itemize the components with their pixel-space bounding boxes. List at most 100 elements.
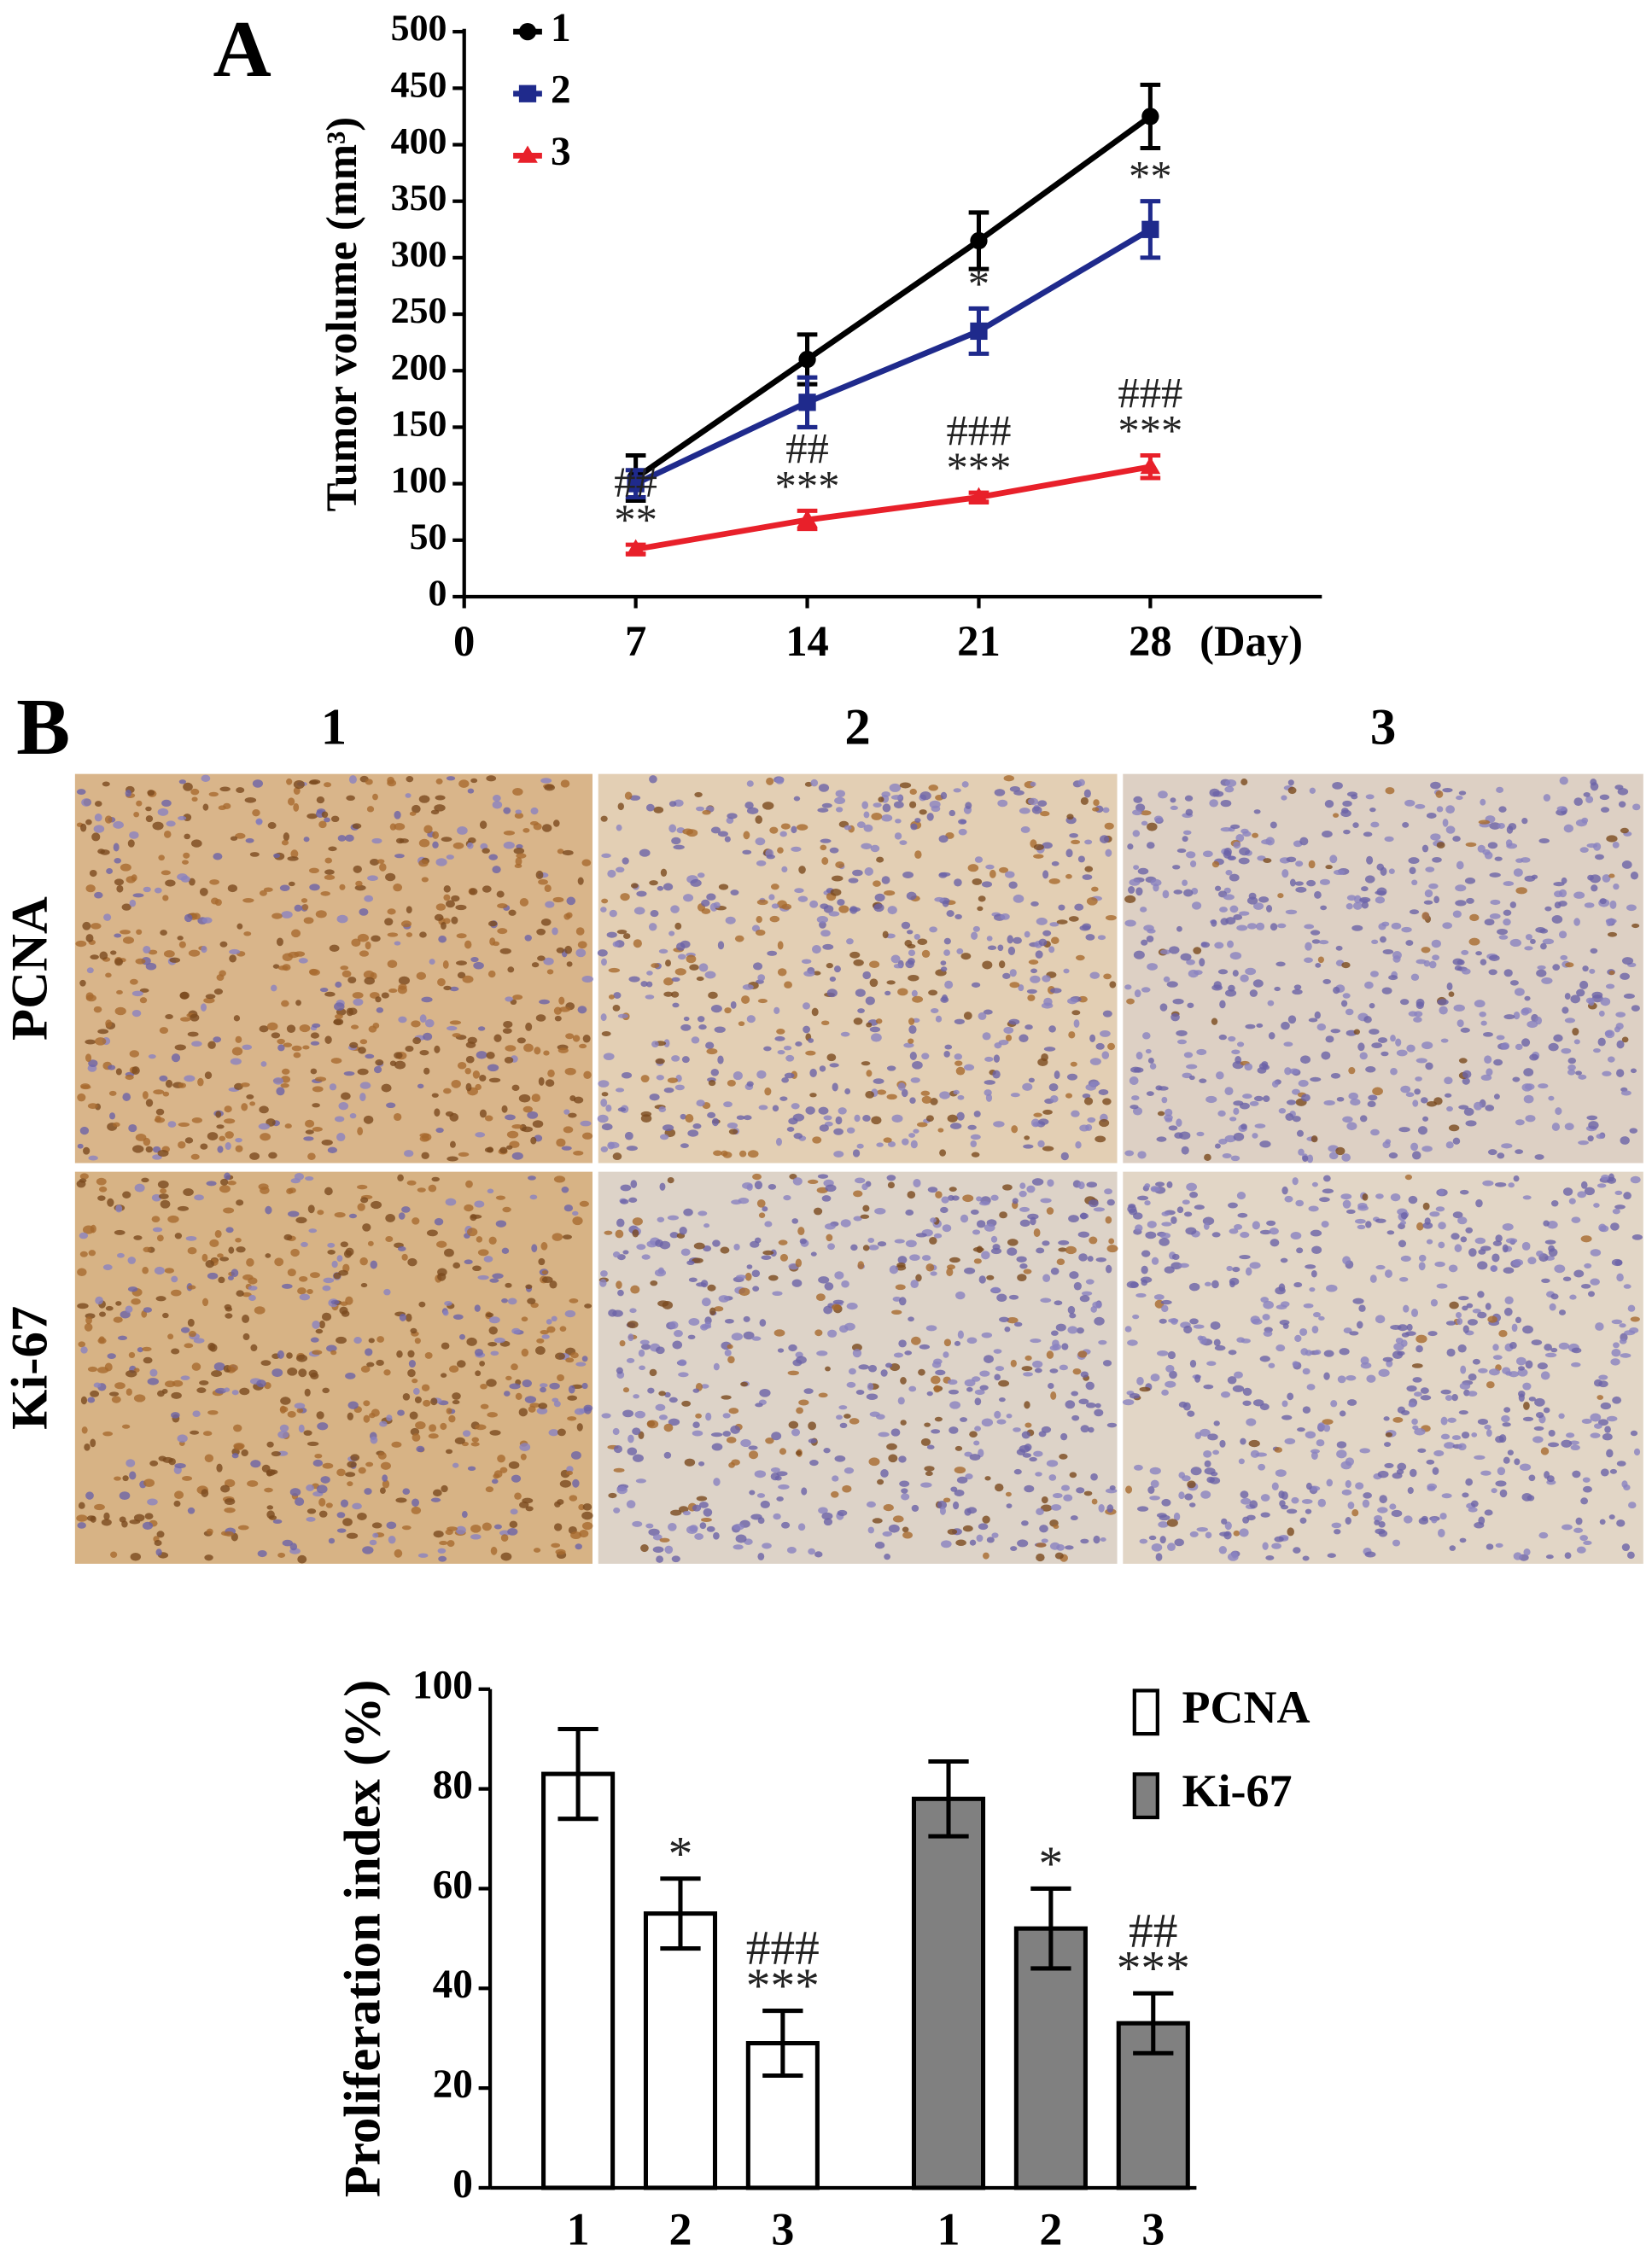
cell-nucleus [1414,1428,1426,1436]
cell-nucleus [1505,1238,1518,1244]
cell-nucleus [484,1115,493,1122]
cell-nucleus [1391,1509,1403,1518]
cell-nucleus [1242,1387,1252,1397]
cell-nucleus [1626,1551,1635,1560]
cell-nucleus [1287,1015,1297,1024]
cell-nucleus [247,1480,259,1487]
cell-nucleus [744,1272,752,1281]
cell-nucleus [823,1518,833,1526]
cell-nucleus [428,1184,437,1193]
cell-nucleus [366,806,375,813]
cell-nucleus [113,1316,123,1323]
cell-nucleus [125,1370,137,1378]
cell-nucleus [616,929,628,935]
cell-nucleus [319,987,329,993]
cell-nucleus [818,784,830,792]
cell-nucleus [557,1373,564,1382]
cell-nucleus [271,1032,281,1039]
cell-nucleus [1270,1239,1280,1247]
cell-nucleus [911,989,918,997]
cell-nucleus [934,896,945,902]
cell-nucleus [1541,1278,1550,1283]
cell-nucleus [443,1088,452,1094]
cell-nucleus [168,1458,176,1466]
y-tick-label: 350 [391,178,447,219]
cell-nucleus [1440,1389,1451,1395]
cell-nucleus [1392,1350,1404,1359]
cell-nucleus [1462,1305,1468,1311]
cell-nucleus [416,971,427,980]
cell-nucleus [1524,995,1531,1001]
cell-nucleus [563,1109,570,1115]
cell-nucleus [888,1524,900,1533]
cell-nucleus [1621,1036,1629,1043]
cell-nucleus [1155,1553,1163,1561]
cell-nucleus [704,1321,712,1328]
cell-nucleus [1219,907,1228,913]
cell-nucleus [1063,1494,1073,1502]
cell-nucleus [735,1534,747,1543]
cell-nucleus [713,1362,720,1371]
cell-nucleus [1457,1344,1467,1353]
cell-nucleus [1322,1188,1334,1194]
cell-nucleus [838,1405,848,1410]
cell-nucleus [388,989,398,994]
cell-nucleus [1236,1041,1245,1047]
cell-nucleus [281,1283,293,1289]
cell-nucleus [1030,781,1036,787]
cell-nucleus [1346,1399,1357,1406]
cell-nucleus [286,1024,296,1033]
cell-nucleus [158,1193,169,1199]
cell-nucleus [85,934,94,942]
cell-nucleus [1375,1528,1386,1535]
cell-nucleus [242,1044,253,1050]
cell-nucleus [901,1088,908,1098]
cell-nucleus [470,1214,482,1219]
cell-nucleus [180,1327,190,1333]
cell-nucleus [1153,884,1159,892]
cell-nucleus [1217,1110,1226,1117]
cell-nucleus [834,796,846,805]
cell-nucleus [524,1396,537,1403]
cell-nucleus [386,1102,396,1109]
cell-nucleus [271,1368,283,1378]
cell-nucleus [1602,874,1611,883]
cell-nucleus [920,1438,931,1446]
cell-nucleus [551,1315,557,1322]
cell-nucleus [1236,1337,1246,1343]
cell-nucleus [1321,1221,1329,1228]
cell-nucleus [746,1264,753,1269]
cell-nucleus [387,932,399,937]
cell-nucleus [1300,1055,1311,1064]
cell-nucleus [897,1082,906,1091]
cell-nucleus [1498,1434,1507,1443]
cell-nucleus [1237,1212,1248,1218]
cell-nucleus [295,1216,307,1224]
cell-nucleus [1391,922,1402,930]
cell-nucleus [784,981,792,989]
cell-nucleus [993,1121,1005,1128]
cell-nucleus [398,1212,406,1220]
cell-nucleus [831,1490,839,1498]
cell-nucleus [323,1277,335,1284]
cell-nucleus [1159,1318,1167,1324]
cell-nucleus [1526,1495,1535,1502]
cell-nucleus [114,1006,126,1016]
cell-nucleus [1342,1116,1353,1123]
cell-nucleus [803,1025,810,1034]
cell-nucleus [521,1348,529,1357]
x-tick-label: 7 [625,617,646,665]
cell-nucleus [773,1513,781,1520]
cell-nucleus [1186,959,1195,965]
cell-nucleus [1411,1308,1419,1317]
cell-nucleus [1281,1021,1290,1030]
cell-nucleus [1616,1040,1625,1049]
cell-nucleus [1365,1066,1376,1073]
cell-nucleus [1200,942,1211,948]
cell-nucleus [969,1454,981,1461]
cell-nucleus [1458,1058,1468,1064]
cell-nucleus [1125,1485,1133,1494]
cell-nucleus [1227,1376,1237,1385]
cell-nucleus [432,1489,442,1497]
cell-nucleus [814,1329,823,1337]
